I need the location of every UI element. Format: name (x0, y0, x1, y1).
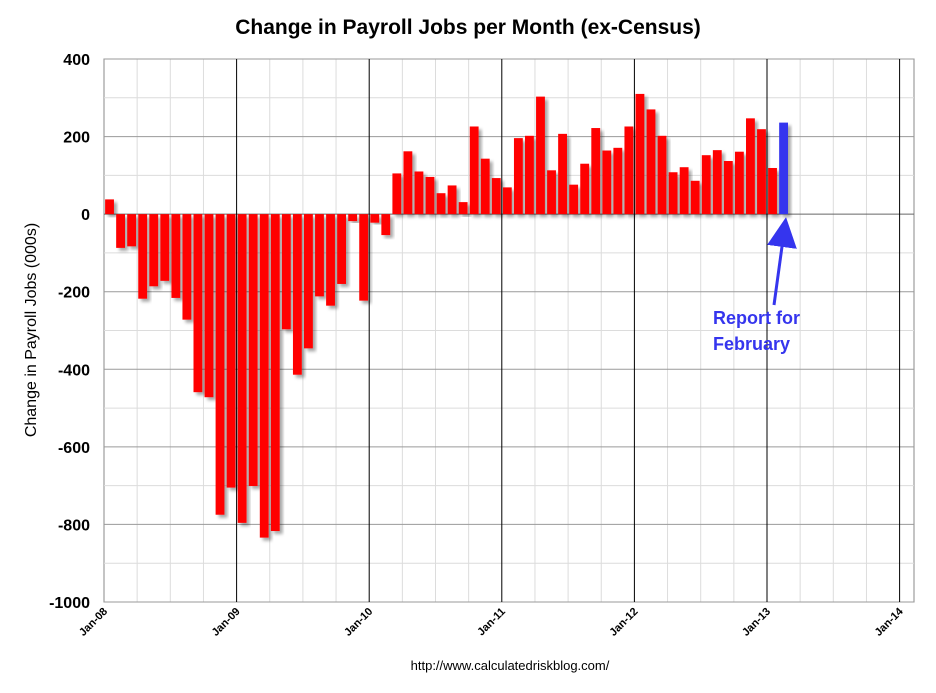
bars (105, 93, 788, 538)
bar-highlight (779, 122, 788, 215)
y-axis-label: Change in Payroll Jobs (000s) (23, 223, 40, 437)
bar (248, 214, 258, 487)
x-tick-label: Jan-11 (475, 606, 508, 639)
y-tick-label: 0 (81, 207, 90, 224)
bar (105, 199, 114, 215)
bar (182, 214, 192, 320)
bar (226, 214, 236, 488)
bar (591, 128, 601, 215)
y-tick-label: -800 (58, 517, 90, 534)
bar (624, 126, 634, 215)
bar (392, 173, 402, 215)
bar (149, 214, 159, 287)
bar (359, 214, 369, 301)
bar (414, 171, 424, 215)
x-tick-label: Jan-12 (607, 606, 640, 639)
bar (469, 126, 479, 215)
bar (381, 214, 391, 236)
bar (547, 170, 556, 215)
bar (326, 214, 335, 306)
bar (558, 133, 567, 215)
minor-gridlines (104, 59, 914, 602)
x-tick-label: Jan-09 (210, 606, 243, 639)
annotation-line-1: Report for (713, 308, 800, 328)
bar (635, 93, 645, 215)
bar (337, 214, 346, 284)
bar (657, 135, 667, 215)
bar (281, 214, 291, 330)
x-axis-ticks: Jan-08 Jan-09 Jan-10 Jan-11 Jan-12 Jan-13 Jan-… (77, 605, 906, 639)
bar (425, 176, 435, 215)
bar (569, 184, 579, 215)
bar (757, 129, 766, 215)
bar (690, 180, 700, 215)
bar (734, 151, 744, 215)
bar (160, 214, 170, 281)
bar (525, 135, 534, 215)
y-axis-ticks: 400 200 0 -200 -400 -600 -800 -1000 (49, 52, 90, 612)
bar (480, 158, 490, 215)
bar (580, 163, 590, 215)
bar (292, 214, 302, 375)
y-tick-label: 200 (63, 130, 90, 147)
bar (304, 214, 313, 349)
bar (270, 214, 280, 532)
bar (513, 138, 523, 215)
bar (768, 167, 777, 215)
bar (259, 214, 269, 538)
bar (723, 161, 733, 215)
bar (116, 214, 125, 248)
bar (215, 214, 225, 515)
bar (613, 147, 623, 215)
y-tick-label: -600 (58, 440, 90, 457)
source-url: http://www.calculatedriskblog.com/ (411, 658, 610, 673)
bar (436, 193, 446, 215)
bar (138, 214, 148, 299)
bar (712, 150, 722, 215)
bar (602, 150, 612, 215)
y-tick-label: -400 (58, 362, 90, 379)
bar (536, 96, 545, 215)
bar (668, 172, 678, 215)
bar (127, 214, 137, 247)
bar (348, 214, 358, 222)
bar (237, 214, 247, 523)
bar (370, 214, 380, 223)
annotation-line-2: February (713, 334, 790, 354)
chart-title: Change in Payroll Jobs per Month (ex-Cen… (235, 16, 701, 39)
x-tick-label: Jan-13 (740, 606, 773, 639)
bar (679, 167, 689, 215)
bar (491, 178, 501, 215)
bar (746, 118, 755, 215)
x-tick-label: Jan-14 (873, 605, 907, 639)
bar (646, 109, 656, 215)
bar (458, 202, 468, 215)
bar (193, 214, 203, 393)
bar (701, 155, 711, 215)
bar (171, 214, 181, 298)
annotation-arrow (767, 217, 797, 306)
bar (315, 214, 324, 297)
bar (502, 187, 512, 215)
bar (447, 185, 457, 215)
x-tick-label: Jan-10 (342, 606, 375, 639)
y-tick-label: -1000 (49, 595, 90, 612)
bar (403, 151, 413, 215)
bar (204, 214, 214, 398)
y-tick-label: -200 (58, 285, 90, 302)
y-tick-label: 400 (63, 52, 90, 69)
